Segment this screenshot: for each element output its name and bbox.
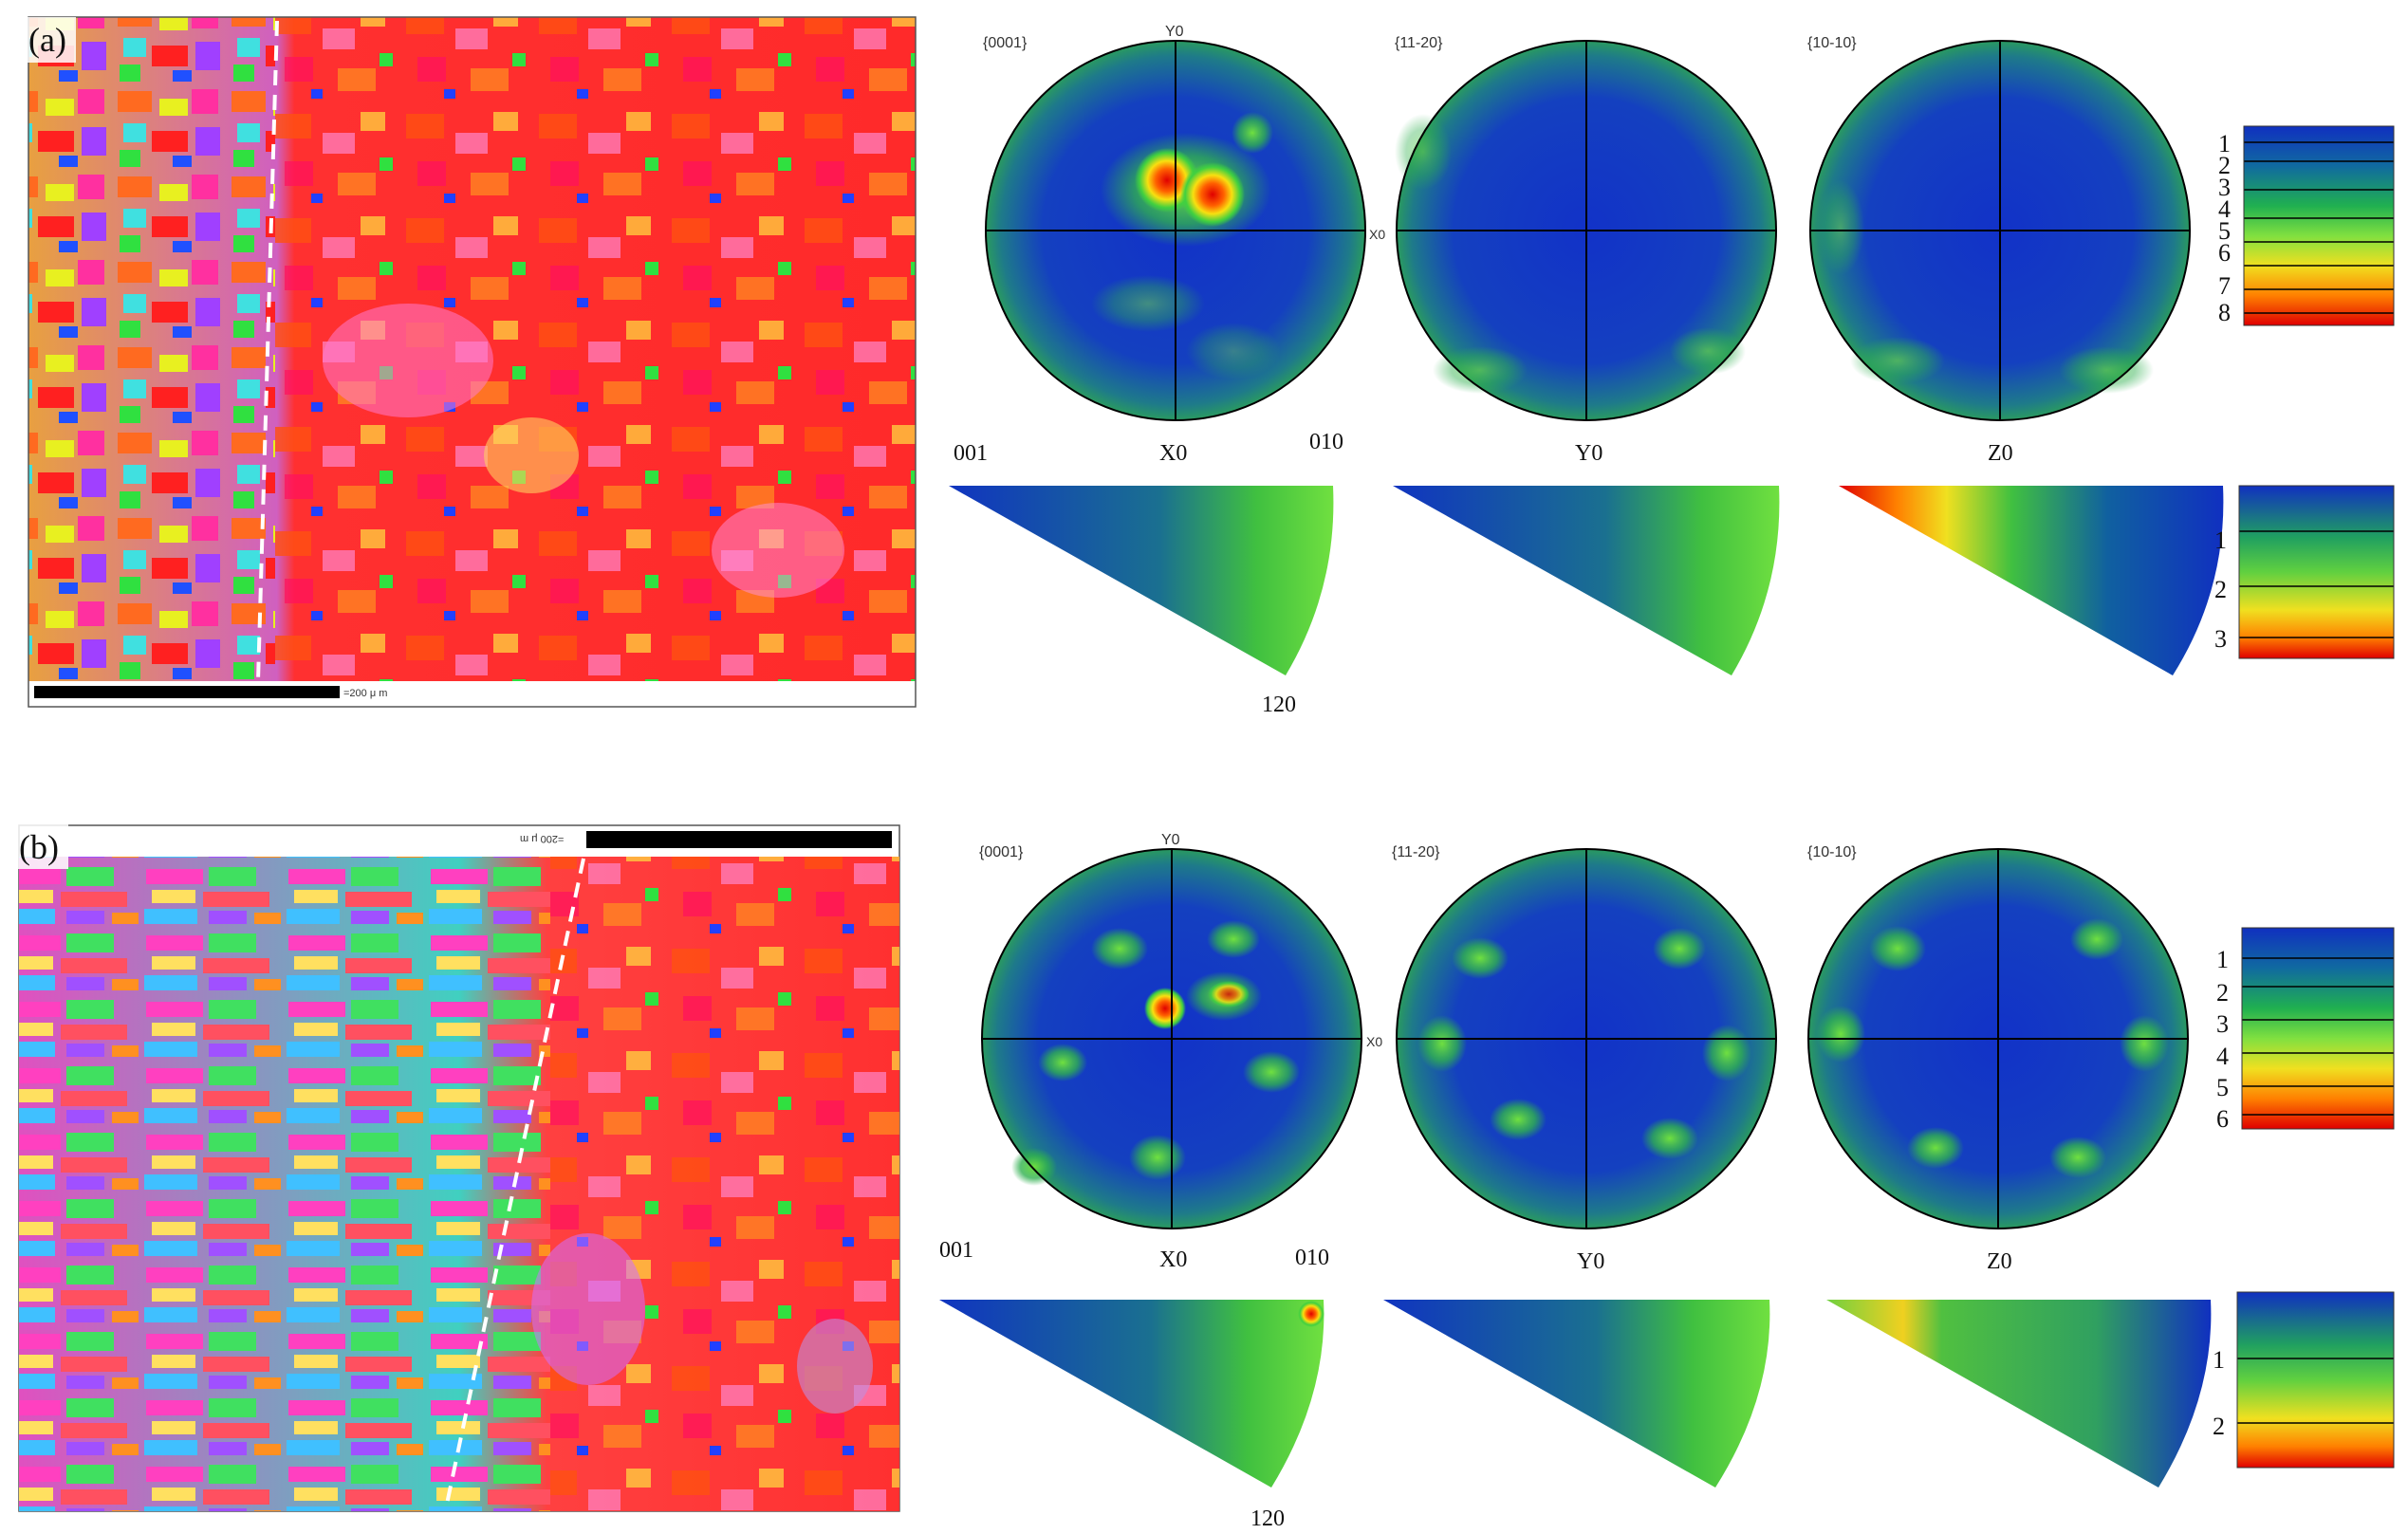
ipf-legend-b-1: 1 [2213,1346,2225,1374]
ipf-y0-label-a: Y0 [1575,441,1602,466]
pole-figure-10-10-b [1807,848,2189,1229]
pf-title-10-10-b: {10-10} [1807,844,1857,860]
pf-title-11-20-a: {11-20} [1395,35,1443,51]
pf-legend-a-5: 5 [2218,217,2231,245]
ipf-origin-label-a: 001 [954,441,988,466]
pole-figure-10-10-a [1809,40,2191,421]
ebsd-map-a [28,17,916,681]
pf-title-0001-b: {0001} [979,844,1024,860]
panel-label-a: (a) [28,21,66,59]
pf-legend-b: 1 2 3 4 5 6 [2216,927,2395,1133]
ipf-legend-a-3: 3 [2214,625,2227,653]
ipf-legend-a-2: 2 [2214,576,2227,603]
pole-figure-0001-a [985,40,1366,421]
ipf-legend-b-2: 2 [2213,1413,2225,1440]
pf-title-11-20-b: {11-20} [1392,844,1440,860]
scalebar-text-a: =200 μ m [343,688,387,699]
ipf-y0-label-b: Y0 [1577,1249,1604,1274]
pf-legend-b-3: 3 [2216,1010,2229,1038]
pole-figure-11-20-a [1395,40,1777,421]
pole-figure-11-20-b [1396,848,1777,1229]
pf-axis-x0-a: X0 [1369,227,1385,242]
ipf-triangle-z0-a [1839,486,2224,675]
panel-a: =200 μ m (a) {0001} {11-20} {10-10} Y0 X… [27,16,2395,717]
pf-legend-a-8: 8 [2218,299,2231,326]
pf-legend-a-3: 3 [2218,174,2231,201]
ipf-x0-label-b: X0 [1159,1248,1187,1272]
ipf-z0-label-a: Z0 [1988,441,2013,466]
ipf-corner-label-b: 010 [1295,1246,1329,1270]
pf-legend-b-4: 4 [2216,1043,2229,1070]
ipf-legend-a-1: 1 [2214,527,2227,554]
pf-title-0001-a: {0001} [983,35,1028,51]
ipf-legend-b: 1 2 [2213,1291,2395,1469]
ipf-z0-label-b: Z0 [1987,1249,2012,1274]
pf-legend-a-2: 2 [2218,152,2231,179]
ipf-triangle-y0-a [1393,486,1780,675]
ipf-arc-label-b: 120 [1250,1506,1285,1531]
ipf-origin-label-b: 001 [939,1238,973,1263]
ipf-arc-label-a: 120 [1262,693,1296,717]
panel-label-b: (b) [19,828,59,866]
pole-figure-0001-b [981,848,1362,1229]
ebsd-frame-a [28,16,917,708]
pf-legend-a: 1 2 3 4 5 6 7 8 [2218,125,2395,326]
pf-legend-b-6: 6 [2216,1105,2229,1133]
pf-title-10-10-a: {10-10} [1807,35,1857,51]
ipf-triangle-x0-b [939,1300,1324,1488]
pf-axis-y0-a: Y0 [1165,24,1184,40]
ebsd-map-b [19,857,899,1511]
scalebar-b [586,831,892,848]
pf-legend-b-2: 2 [2216,979,2229,1007]
pf-legend-a-7: 7 [2218,272,2231,300]
boundary-line-b [444,858,585,1509]
ipf-triangle-y0-b [1383,1300,1770,1488]
pf-legend-b-5: 5 [2216,1074,2229,1101]
pf-legend-a-4: 4 [2218,195,2231,223]
pf-axis-x0-b: X0 [1366,1034,1382,1049]
ipf-corner-label-a: 010 [1309,430,1343,454]
scalebar-text-b: =200 μ m [520,833,564,844]
ipf-x0-label-a: X0 [1159,441,1187,466]
pf-legend-a-1: 1 [2218,130,2231,157]
pf-legend-a-6: 6 [2218,239,2231,267]
scalebar-a [34,686,340,698]
panel-b: =200 μ m (b) {0001} {11-20} {10-10} Y0 X… [17,823,2395,1531]
boundary-line-a [256,20,279,682]
ipf-triangle-z0-b [1826,1300,2212,1488]
ipf-triangle-x0-a [949,486,1334,675]
pf-axis-y0-b: Y0 [1161,832,1180,848]
ipf-legend-a: 1 2 3 [2214,485,2395,659]
pf-legend-b-1: 1 [2216,946,2229,973]
